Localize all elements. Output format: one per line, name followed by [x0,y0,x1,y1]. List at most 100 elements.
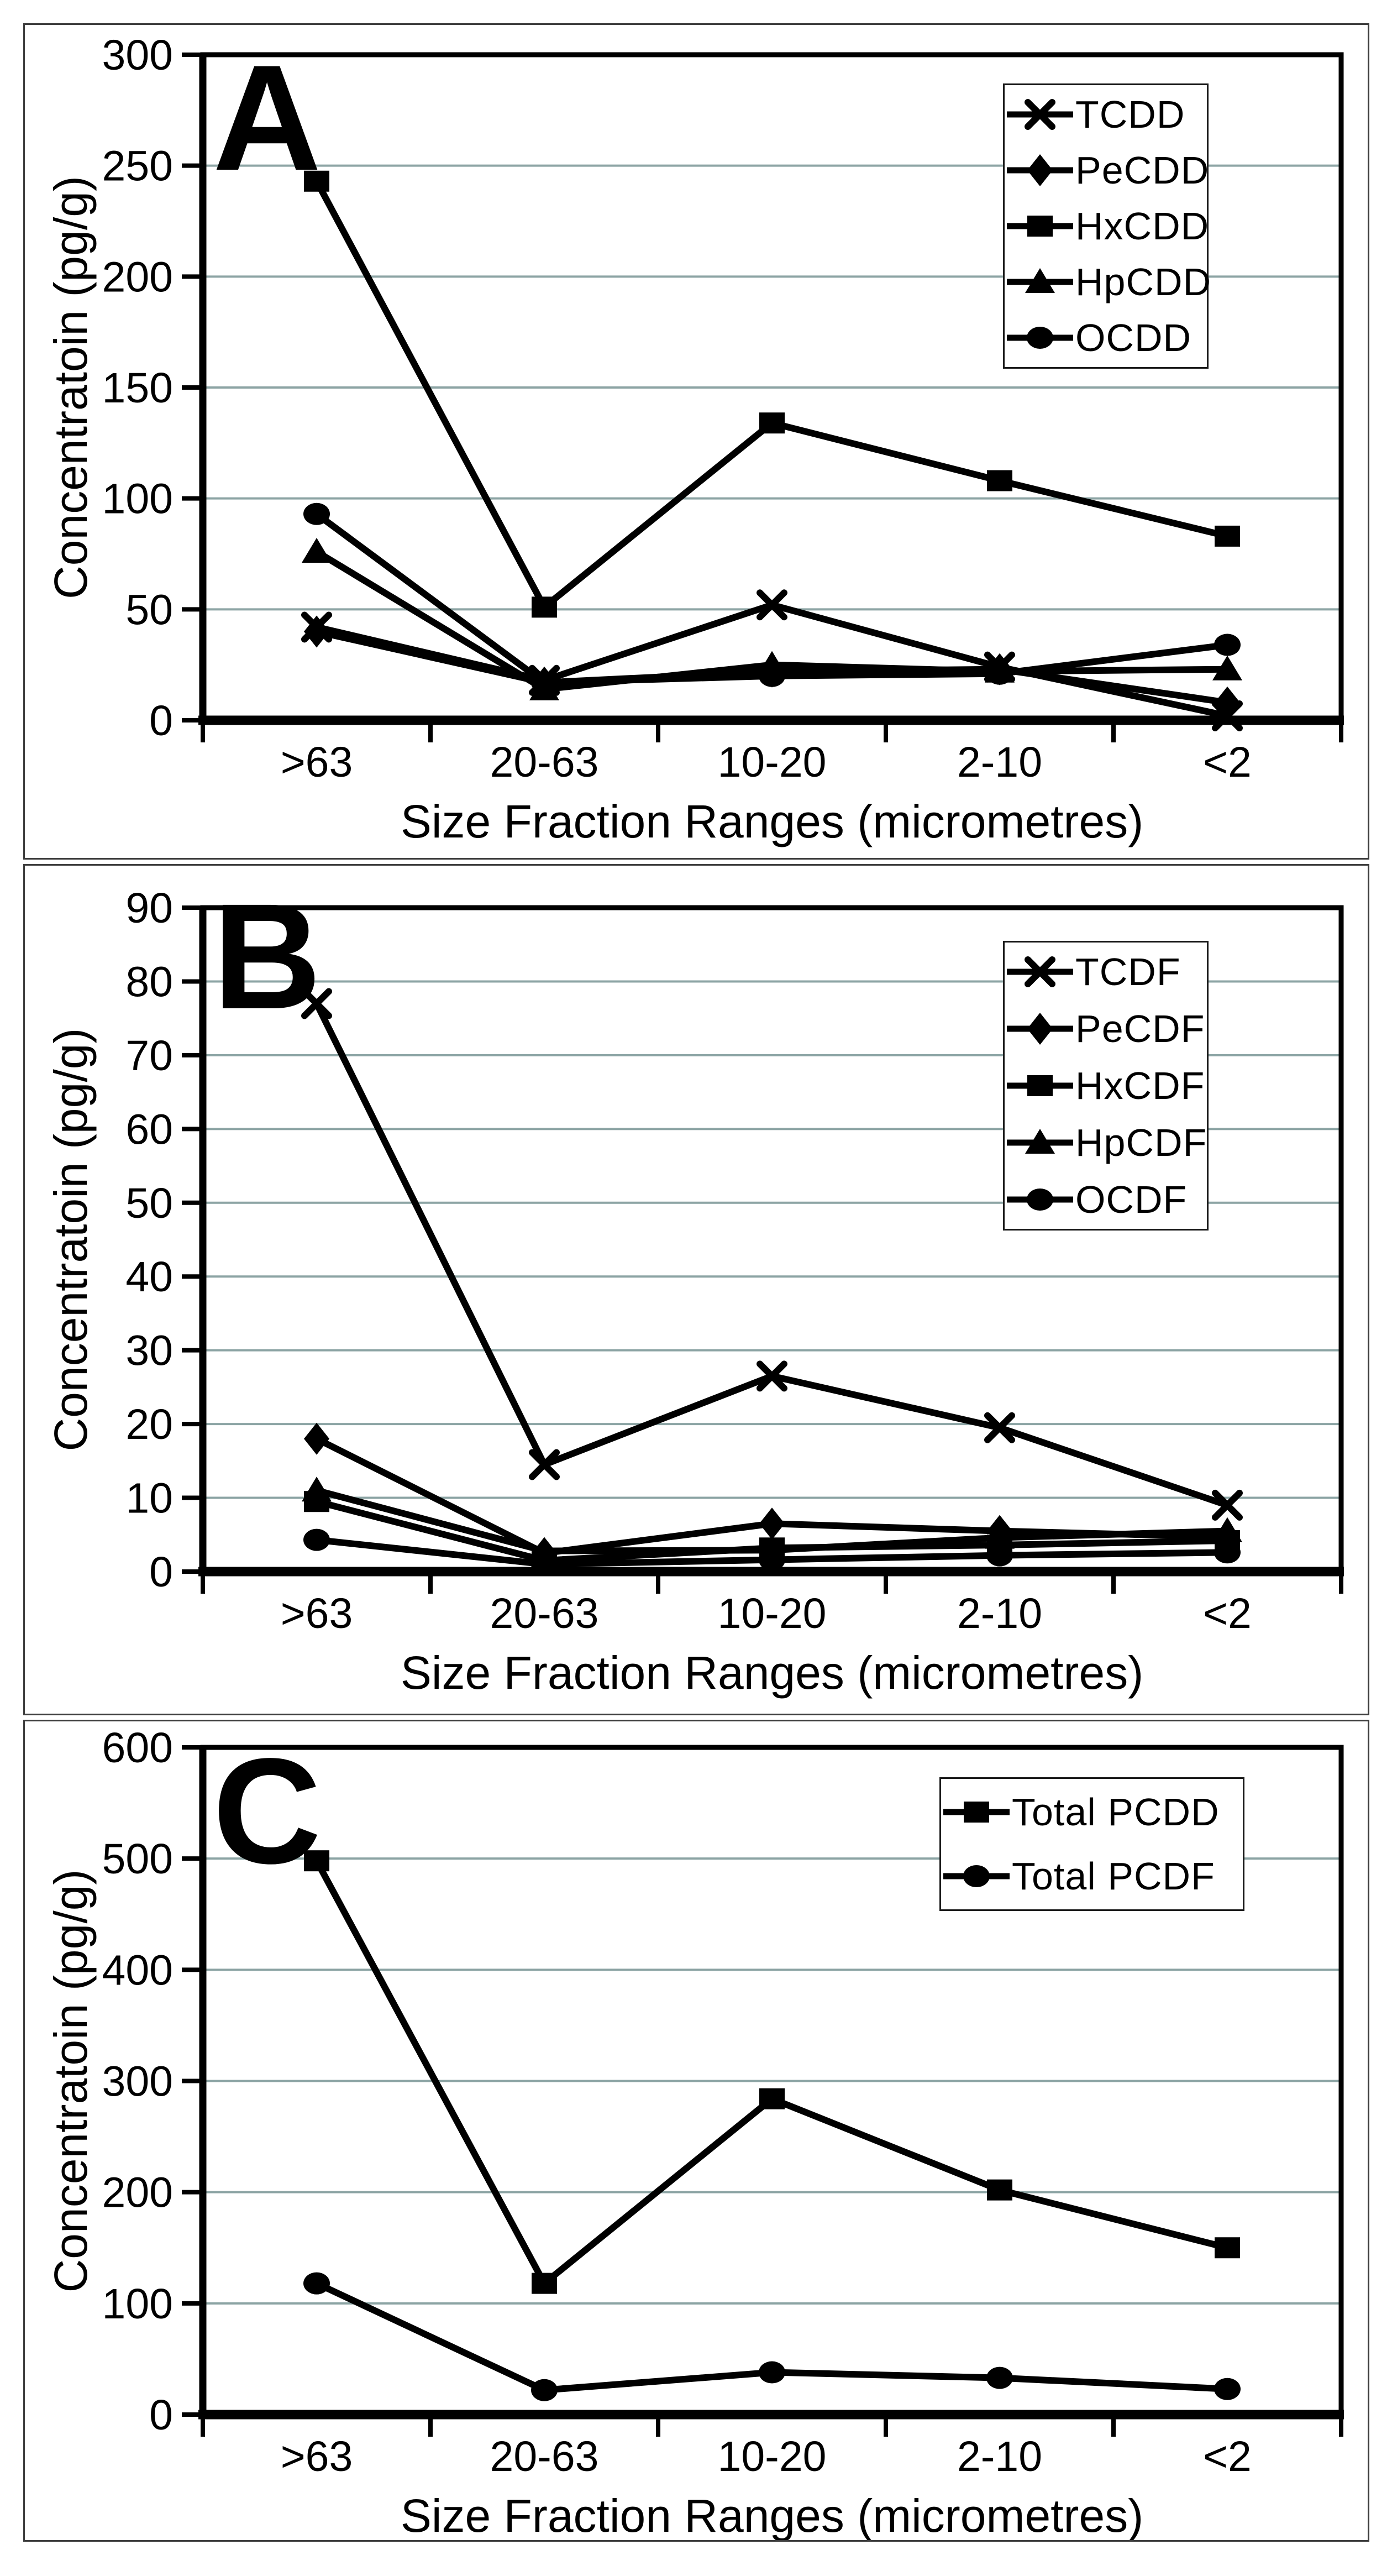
y-axis-title: Concentratoin (pg/g) [45,1870,97,2293]
x-category-label: 2-10 [957,1590,1042,1637]
legend: TCDD PeCDD HxCDD HpCDD OCDD [1003,83,1212,369]
legend-label: HpCDF [1075,1121,1207,1164]
legend-key-line [1007,1188,1073,1211]
legend-key-line [1007,1075,1073,1096]
square-marker-icon [304,170,329,192]
y-tick-label: 400 [102,1946,173,1994]
legend-OCDF-marker [1027,1188,1053,1211]
legend: Total PCDD Total PCDF [939,1777,1244,1911]
y-tick-label: 100 [102,475,173,523]
square-marker-icon [304,1850,329,1872]
y-tick-label: 0 [149,2391,173,2439]
series-Total PCDF-marker [1214,2378,1241,2400]
series-OCDD-marker [1214,633,1241,656]
legend-TCDF-marker [1025,956,1055,988]
legend-item-Total PCDD: Total PCDD [941,1780,1243,1844]
series-PeCDD-marker [1215,686,1240,719]
series-Total PCDF-marker [759,2361,785,2384]
legend-key-line [943,1865,1010,1887]
series-HxCDD-marker [1215,525,1240,547]
y-tick-label: 300 [102,32,173,79]
series-OCDF-marker [303,1528,330,1551]
x-category-label: 2-10 [957,739,1042,786]
square-marker-icon [532,2273,557,2294]
y-tick-label: 40 [125,1253,173,1301]
legend: TCDF PeCDF HxCDF HpCDF OCDF [1003,941,1209,1231]
diamond-marker-icon [1027,1013,1053,1045]
panel-A: 0 50 100 150 200 250 300 >63 20-63 10-20 2-10 <2 Siz… [23,23,1369,860]
legend-label: OCDD [1075,316,1192,360]
circle-marker-icon [531,671,558,694]
x-marker-icon [757,589,787,621]
legend-Total PCDD-marker [964,1802,989,1823]
series-HxCDD-marker [304,170,329,192]
x-category-label: 20-63 [490,2433,599,2480]
y-tick-label: 90 [125,884,173,932]
circle-marker-icon [1027,1188,1053,1211]
x-category-label: >63 [281,739,353,786]
legend-key-line [1007,154,1073,186]
x-marker-icon [757,1360,787,1392]
y-tick-label: 300 [102,2058,173,2106]
y-tick-label: 60 [125,1106,173,1153]
circle-marker-icon [303,1528,330,1551]
square-marker-icon [987,470,1012,491]
series-HpCDD-marker [1212,655,1242,680]
y-tick-label: 30 [125,1327,173,1375]
circle-marker-icon [986,1544,1013,1567]
diamond-marker-icon [1027,154,1053,186]
x-category-label: <2 [1203,739,1252,786]
x-category-label: 2-10 [957,2433,1042,2480]
chart-C: 0 100 200 300 400 500 600 >63 20-63 10-20 2-10 <2 Si… [45,1724,1344,2540]
y-tick-label: 150 [102,364,173,412]
legend-label: Total PCDF [1012,1855,1215,1898]
series-HxCDD-marker [532,596,557,618]
series-HpCDF-marker [302,1477,332,1502]
legend-label: OCDF [1075,1177,1188,1221]
legend-PeCDD-marker [1027,154,1053,186]
y-axis-title: Concentratoin (pg/g) [45,176,97,599]
legend-item-OCDF: OCDF [1005,1171,1207,1228]
series-HpCDF-marker [1212,1517,1242,1542]
legend-item-HpCDF: HpCDF [1005,1114,1207,1171]
y-axis-title: Concentratoin (pg/g) [45,1028,97,1452]
legend-HpCDD-marker [1025,268,1055,294]
x-category-label: 10-20 [718,1590,827,1637]
figure-frame: 0 50 100 150 200 250 300 >63 20-63 10-20 2-10 <2 Siz… [23,23,1369,2546]
diamond-marker-icon [1215,686,1240,719]
legend-label: HpCDD [1075,260,1212,304]
circle-marker-icon [531,1553,558,1575]
series-OCDF-marker [531,1553,558,1575]
legend-HxCDF-marker [1027,1075,1053,1096]
x-marker-icon [1212,1489,1243,1521]
legend-OCDD-marker [1027,327,1053,349]
legend-key-line [1007,1013,1073,1045]
series-Total PCDD-marker [759,2088,785,2109]
x-axis-title: Size Fraction Ranges (micrometres) [401,2490,1143,2540]
legend-item-Total PCDF: Total PCDF [941,1844,1243,1908]
diamond-marker-icon [304,1422,329,1455]
series-TCDF-marker [1212,1489,1243,1521]
square-marker-icon [759,412,785,434]
legend-key-line [1007,98,1073,130]
panel-B: 0 10 20 30 40 50 60 70 80 90 >63 20-63 10-20 2-10 <2 Si… [23,864,1369,1715]
triangle-marker-icon [302,1477,332,1502]
triangle-marker-icon [1212,655,1242,680]
diamond-marker-icon [759,1507,785,1540]
series-HxCDD-marker [987,470,1012,491]
circle-marker-icon [986,2366,1013,2389]
square-marker-icon [1215,2237,1240,2259]
series-TCDF-marker [529,1449,560,1480]
triangle-marker-icon [1025,1128,1055,1154]
legend-TCDD-marker [1025,98,1055,130]
legend-key-line [943,1802,1010,1823]
series-Total PCDF-marker [986,2366,1013,2389]
series-TCDF-marker [984,1412,1015,1443]
legend-key-line [1007,1128,1073,1154]
y-tick-label: 100 [102,2280,173,2328]
legend-item-HxCDD: HxCDD [1005,198,1209,254]
legend-label: Total PCDD [1012,1790,1220,1834]
legend-label: TCDF [1075,950,1181,994]
circle-marker-icon [1214,1541,1241,1564]
legend-label: HxCDF [1075,1064,1205,1107]
